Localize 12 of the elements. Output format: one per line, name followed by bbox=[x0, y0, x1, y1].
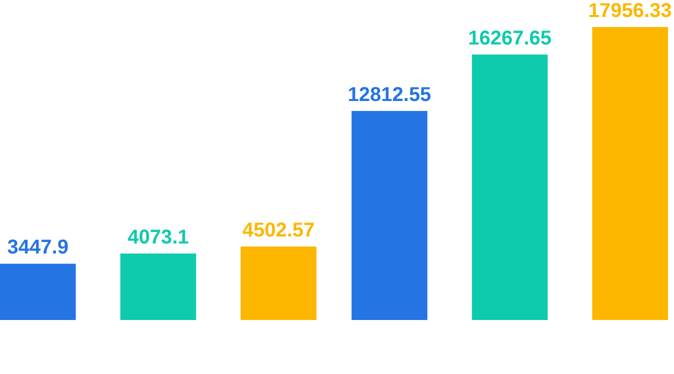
bar bbox=[120, 254, 196, 320]
data-label: 4502.57 bbox=[242, 220, 315, 242]
data-label: 16267.65 bbox=[468, 28, 552, 50]
data-label: 3447.9 bbox=[7, 236, 68, 259]
data-label: 12812.55 bbox=[348, 84, 432, 106]
data-label: 17956.33 bbox=[588, 0, 672, 22]
bar bbox=[592, 27, 668, 320]
bar bbox=[352, 110, 428, 320]
bar bbox=[0, 264, 76, 320]
data-label: 4073.1 bbox=[128, 226, 189, 249]
bar bbox=[472, 54, 548, 320]
bar bbox=[240, 246, 316, 320]
